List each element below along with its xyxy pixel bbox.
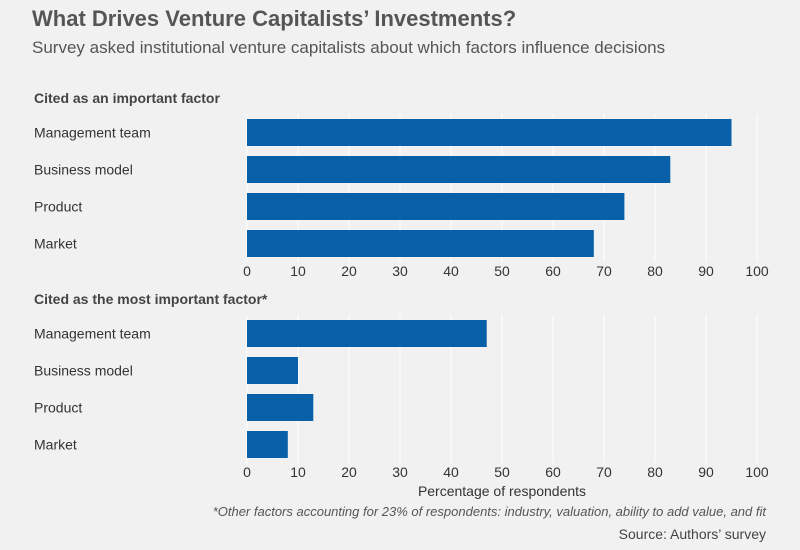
footnote: *Other factors accounting for 23% of res… [212, 504, 766, 519]
panel-title: Cited as the most important factor* [34, 291, 268, 307]
bar [247, 394, 314, 421]
x-tick-label: 20 [341, 464, 357, 480]
bar [247, 230, 594, 257]
x-tick-label: 20 [341, 263, 357, 279]
x-tick-label: 70 [596, 464, 612, 480]
x-tick-label: 60 [545, 464, 561, 480]
category-label: Product [34, 199, 82, 215]
category-label: Market [34, 437, 77, 453]
x-tick-label: 90 [698, 464, 714, 480]
x-axis-label: Percentage of respondents [418, 483, 586, 499]
bar [247, 193, 625, 220]
x-tick-label: 10 [290, 263, 306, 279]
bar [247, 320, 487, 347]
x-tick-label: 80 [647, 263, 663, 279]
category-label: Management team [34, 326, 151, 342]
x-tick-label: 10 [290, 464, 306, 480]
category-label: Business model [34, 162, 133, 178]
x-tick-label: 80 [647, 464, 663, 480]
x-tick-label: 90 [698, 263, 714, 279]
x-tick-label: 50 [494, 263, 510, 279]
source-note: Source: Authors’ survey [618, 526, 766, 542]
panel-title: Cited as an important factor [34, 90, 220, 106]
category-label: Market [34, 236, 77, 252]
x-tick-label: 40 [443, 464, 459, 480]
x-tick-label: 0 [243, 263, 251, 279]
x-tick-label: 100 [745, 464, 769, 480]
x-tick-label: 30 [392, 464, 408, 480]
chart-subtitle: Survey asked institutional venture capit… [32, 38, 666, 57]
x-tick-label: 70 [596, 263, 612, 279]
category-label: Business model [34, 363, 133, 379]
category-label: Management team [34, 125, 151, 141]
x-tick-label: 0 [243, 464, 251, 480]
x-tick-label: 60 [545, 263, 561, 279]
bar [247, 156, 671, 183]
bar [247, 431, 288, 458]
x-tick-label: 40 [443, 263, 459, 279]
x-tick-label: 30 [392, 263, 408, 279]
category-label: Product [34, 400, 82, 416]
bar [247, 119, 732, 146]
bar [247, 357, 298, 384]
x-tick-label: 100 [745, 263, 769, 279]
chart-title: What Drives Venture Capitalists’ Investm… [32, 6, 517, 31]
x-tick-label: 50 [494, 464, 510, 480]
